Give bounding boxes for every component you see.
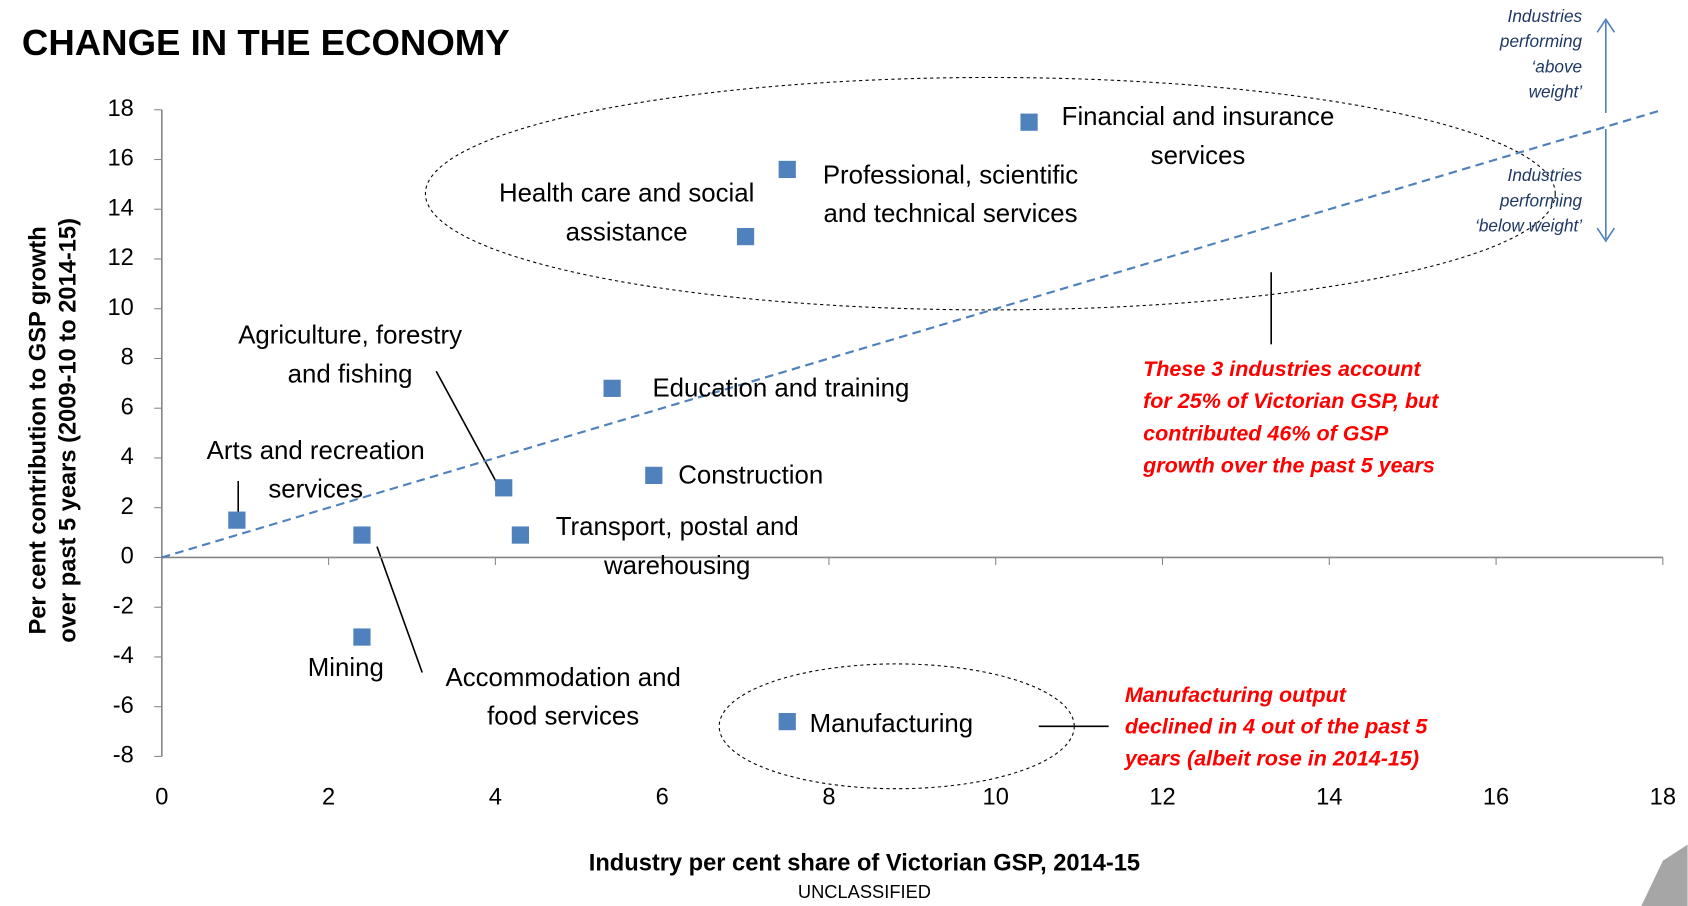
x-tick-label: 10: [983, 785, 1009, 811]
point: [645, 466, 663, 484]
y-tick-label: 18: [108, 96, 134, 122]
footer: UNCLASSIFIED: [798, 881, 931, 902]
point: [353, 526, 371, 544]
y-tick-label: -2: [113, 593, 134, 619]
side-note: performing: [1499, 190, 1583, 210]
point-label: Transport, postal and: [556, 513, 799, 541]
y-axis-title: over past 5 years (2009-10 to 2014-15): [56, 218, 82, 643]
leader-line: [435, 370, 499, 485]
point: [603, 379, 621, 397]
annotation: contributed 46% of GSP: [1143, 421, 1389, 445]
point-label: Construction: [678, 462, 823, 490]
leader-line: [376, 546, 423, 673]
y-tick-label: 14: [108, 195, 134, 221]
x-tick-label: 8: [822, 785, 835, 811]
point-label: services: [1151, 142, 1246, 170]
annotation: years (albeit rose in 2014-15): [1124, 746, 1419, 770]
point: [228, 511, 246, 529]
point-label: Financial and insurance: [1062, 103, 1335, 131]
side-note: Industries: [1508, 165, 1583, 185]
point-label: and technical services: [824, 200, 1078, 228]
point: [736, 227, 755, 246]
annotation: growth over the past 5 years: [1142, 454, 1435, 478]
annotation: declined in 4 out of the past 5: [1125, 715, 1428, 739]
point-label: Accommodation and: [446, 664, 681, 692]
arrow-head: [1596, 17, 1616, 33]
x-tick-label: 12: [1149, 785, 1175, 811]
point: [778, 160, 796, 179]
side-arrows: [1596, 17, 1616, 243]
x-tick-label: 0: [155, 785, 168, 811]
highlight-ellipse: [424, 76, 1556, 311]
x-tick-label: 4: [489, 785, 502, 811]
point: [511, 526, 529, 544]
x-tick-label: 14: [1316, 785, 1342, 811]
x-tick-label: 2: [322, 785, 335, 811]
point-label: Agriculture, forestry: [238, 322, 462, 350]
point-label: warehousing: [603, 552, 750, 580]
x-axis-title: Industry per cent share of Victorian GSP…: [589, 850, 1140, 876]
y-tick-label: 0: [121, 544, 134, 570]
x-tick-label: 6: [656, 785, 669, 811]
point-label: food services: [487, 703, 639, 731]
y-tick-label: 2: [121, 494, 134, 520]
point-label: Education and training: [652, 374, 909, 402]
point: [1020, 113, 1038, 131]
y-tick-label: 4: [121, 444, 134, 470]
point-label: assistance: [566, 218, 688, 246]
side-note: performing: [1499, 31, 1583, 51]
x-tick-label: 16: [1483, 785, 1509, 811]
side-note: ‘above: [1531, 56, 1582, 76]
arrow-head: [1596, 227, 1616, 243]
y-tick-label: 10: [108, 295, 134, 321]
point: [778, 713, 796, 731]
point-label: Professional, scientific: [823, 161, 1078, 189]
point-label: and fishing: [288, 360, 413, 388]
point: [495, 479, 513, 497]
annotation: These 3 industries account: [1143, 357, 1421, 381]
side-note: weight’: [1529, 82, 1584, 102]
y-tick-label: -6: [113, 693, 134, 719]
y-tick-label: -8: [113, 743, 134, 769]
y-tick-label: 8: [121, 345, 134, 371]
y-tick-label: 6: [121, 394, 134, 420]
x-tick-label: 18: [1650, 785, 1676, 811]
y-axis-title: Per cent contribution to GSP growth: [25, 226, 51, 634]
y-tick-label: 12: [108, 245, 134, 271]
point-label: Mining: [308, 654, 384, 682]
y-tick-label: 16: [108, 146, 134, 172]
leader-lines: [237, 272, 1272, 728]
annotation: for 25% of Victorian GSP, but: [1143, 389, 1439, 413]
reference-line: [161, 108, 1664, 559]
point-label: Health care and social: [499, 180, 754, 208]
annotation: Manufacturing output: [1125, 683, 1347, 707]
chart-title: CHANGE IN THE ECONOMY: [22, 22, 510, 63]
point-label: Manufacturing: [810, 710, 974, 738]
side-note: Industries: [1508, 6, 1583, 26]
point: [353, 628, 371, 646]
corner-decoration: [1641, 844, 1688, 906]
y-tick-label: -4: [113, 643, 134, 669]
point-label: services: [268, 475, 363, 503]
side-note: ‘below weight’: [1475, 216, 1583, 236]
point-label: Arts and recreation: [207, 437, 425, 465]
